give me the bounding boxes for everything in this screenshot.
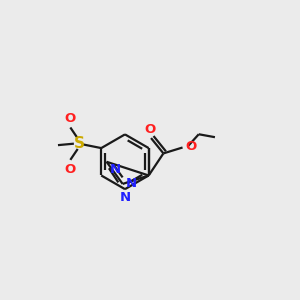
Text: N: N (119, 190, 130, 204)
Text: O: O (65, 112, 76, 124)
Text: N: N (110, 163, 121, 176)
Text: O: O (65, 163, 76, 176)
Text: S: S (74, 136, 85, 151)
Text: N: N (126, 177, 137, 190)
Text: O: O (144, 123, 155, 136)
Text: O: O (185, 140, 197, 152)
